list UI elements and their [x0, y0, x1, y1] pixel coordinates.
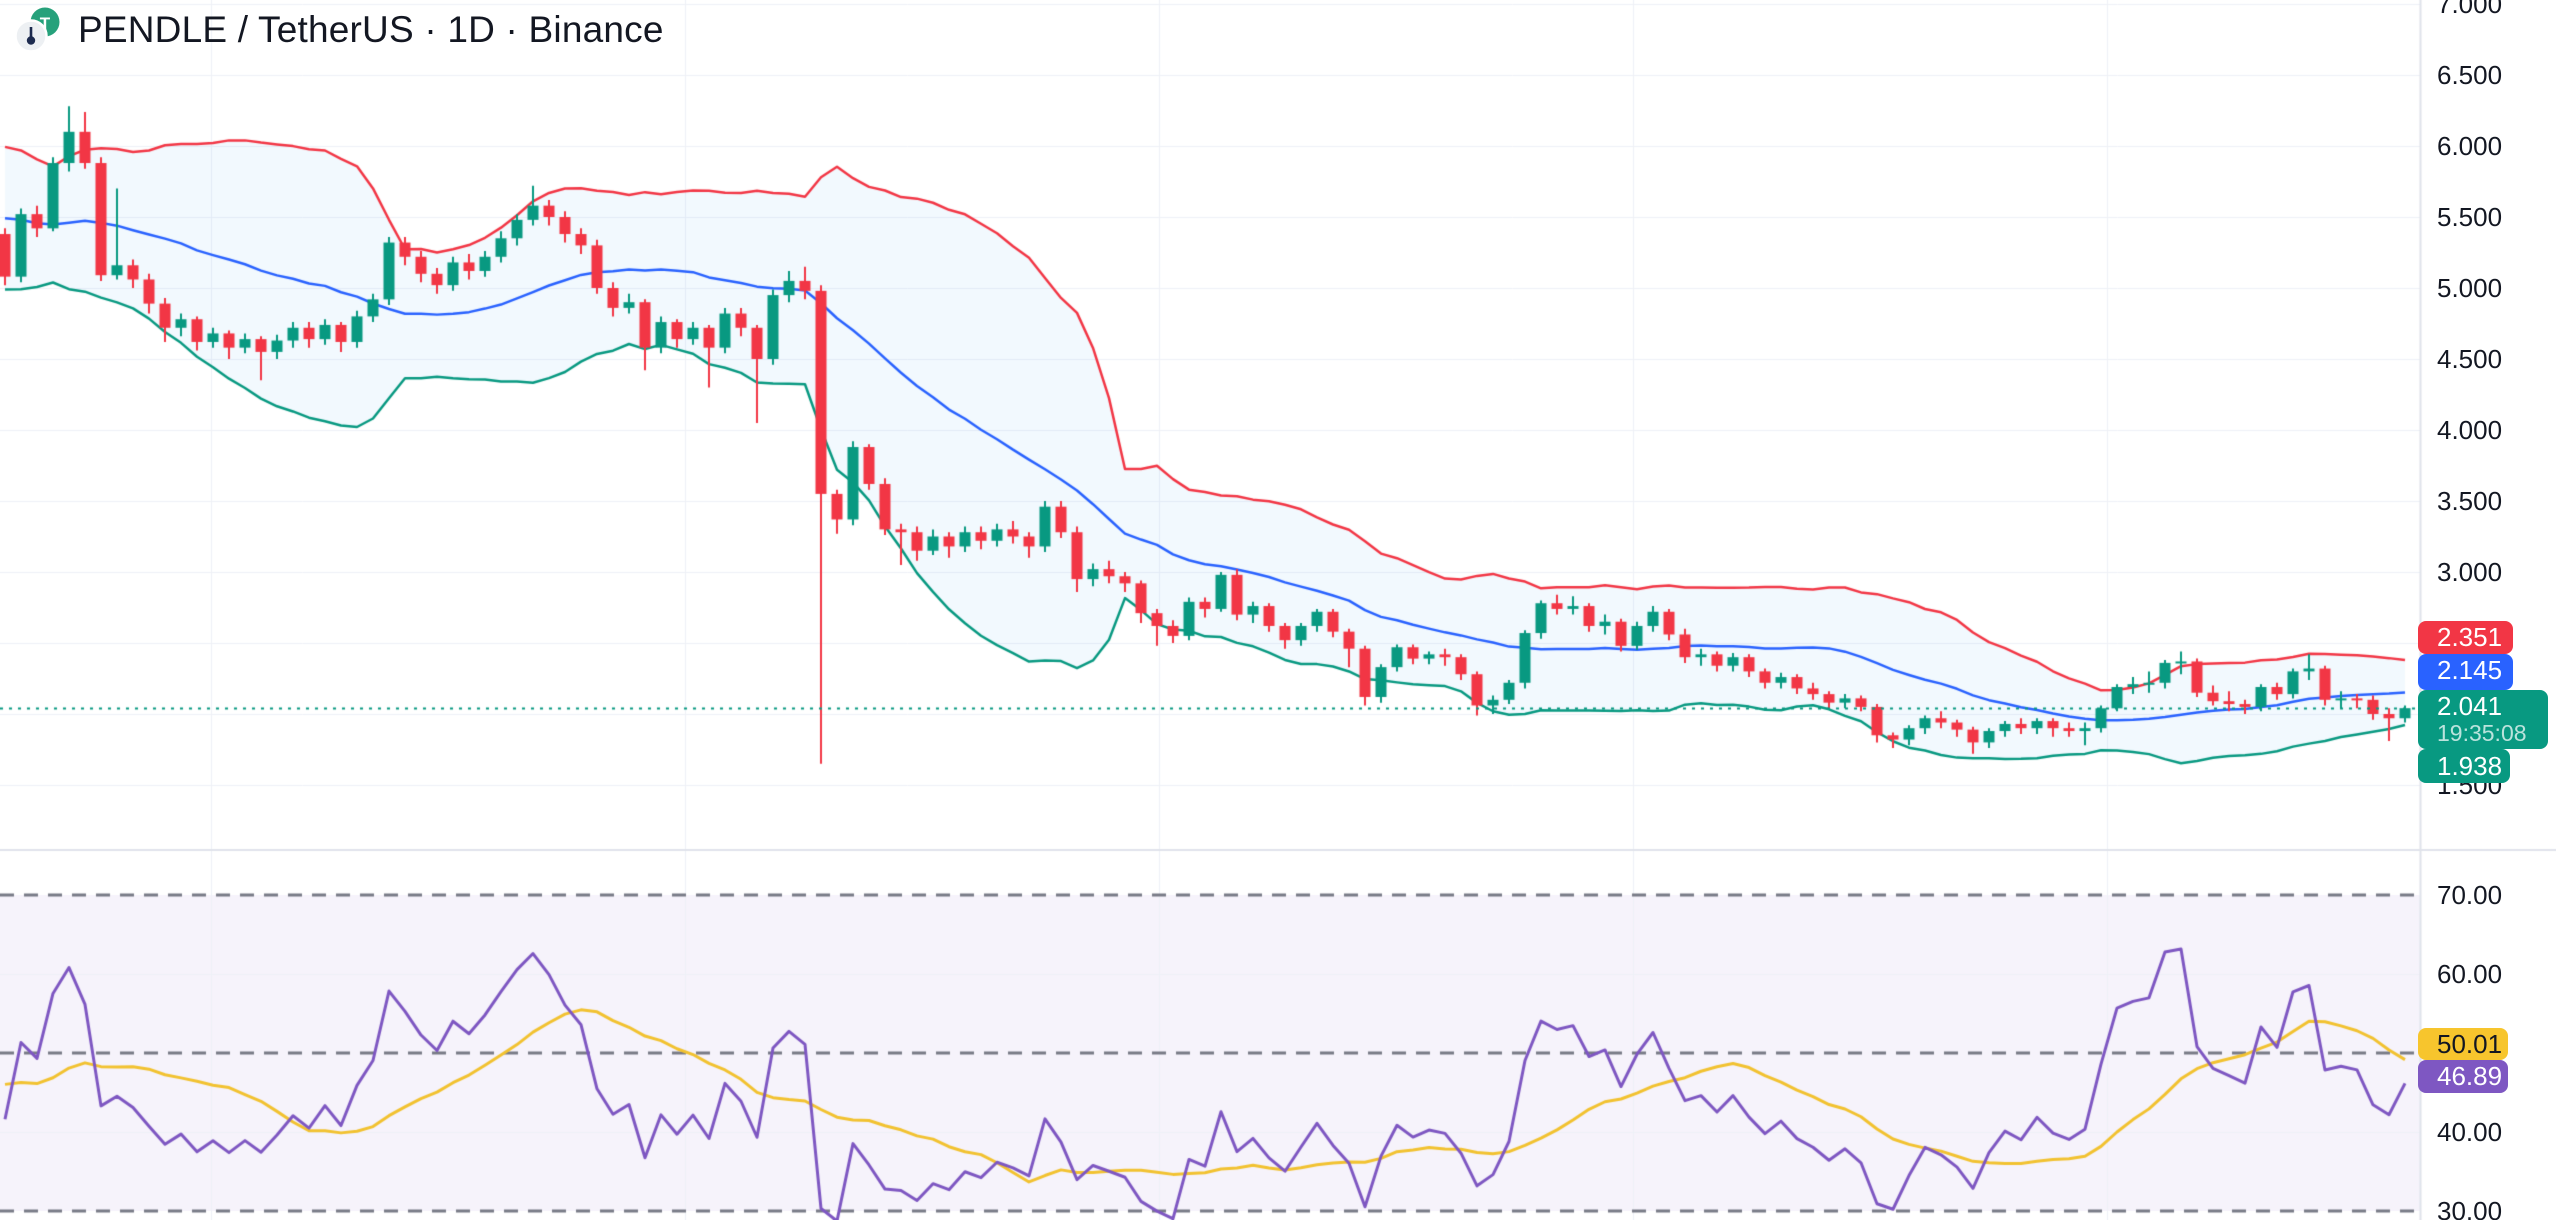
rsi-axis-tick: 70.00 — [2437, 880, 2503, 910]
bb-basis-price-label: 2.145 — [2418, 654, 2513, 690]
last-price-label: 2.041 19:35:08 — [2418, 690, 2548, 749]
bb-upper-price-label: 2.351 — [2418, 621, 2513, 654]
rsi-value: 46.89 — [2437, 1061, 2503, 1091]
price-axis-tick: 6.500 — [2437, 60, 2503, 90]
symbol-title[interactable]: T PENDLE / TetherUS · 1D · Binance — [14, 6, 664, 54]
price-axis-tick: 5.500 — [2437, 202, 2503, 232]
bar-close-countdown: 19:35:08 — [2437, 720, 2527, 746]
bb-upper-value: 2.351 — [2437, 622, 2503, 652]
pendle-tether-logo: T — [14, 6, 62, 54]
rsi-axis-tick: 30.00 — [2437, 1196, 2503, 1220]
price-axis-tick: 3.500 — [2437, 486, 2503, 516]
rsi-axis-tick: 60.00 — [2437, 959, 2503, 989]
price-axis-tick: 4.500 — [2437, 344, 2503, 374]
last-price-value: 2.041 — [2437, 691, 2503, 721]
price-axis-tick: 7.000 — [2437, 0, 2503, 19]
price-axis-tick: 4.000 — [2437, 415, 2503, 445]
bb-lower-price-label: 1.938 — [2418, 749, 2510, 783]
price-axis-tick: 6.000 — [2437, 131, 2503, 161]
tether-pendle-pair-icon: T — [14, 7, 60, 53]
rsi-value-label: 46.89 — [2418, 1060, 2508, 1093]
bb-basis-value: 2.145 — [2437, 655, 2503, 685]
price-axis-tick: 3.000 — [2437, 557, 2503, 587]
svg-text:T: T — [40, 14, 51, 33]
rsi-axis-tick: 40.00 — [2437, 1117, 2503, 1147]
rsi-ma-value: 50.01 — [2437, 1029, 2503, 1059]
price-axis-tick: 5.000 — [2437, 273, 2503, 303]
rsi-ma-value-label: 50.01 — [2418, 1028, 2508, 1060]
chart-title[interactable]: PENDLE / TetherUS · 1D · Binance — [78, 9, 664, 50]
bb-lower-value: 1.938 — [2437, 751, 2503, 781]
